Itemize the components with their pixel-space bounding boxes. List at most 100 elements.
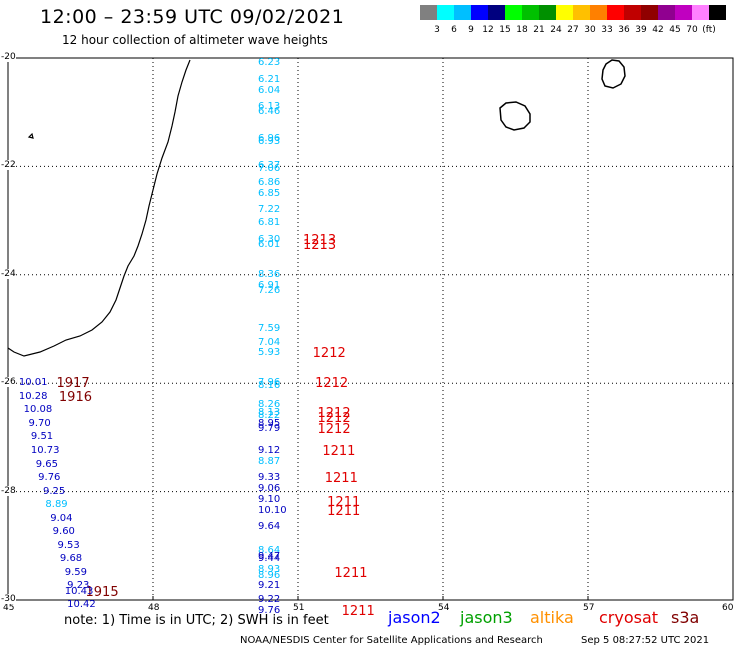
colorscale-swatch [607,5,624,20]
reunion-island-outline [499,101,531,131]
colorscale-swatch [488,5,505,20]
wave-height-value: 9.53 [57,539,80,551]
colorscale-swatch [675,5,692,20]
wave-height-value: 6.81 [258,217,281,229]
wave-height-value: 7.96 [258,377,281,389]
pass-time-label: 1211 [327,503,361,519]
colorscale-label: 24 [550,25,562,35]
colorscale-label: 39 [635,25,647,35]
wave-height-value: 6.37 [258,160,281,172]
pass-time-label: 1916 [58,389,92,405]
colorscale-swatch [556,5,573,20]
x-tick-label: 54 [438,603,450,613]
pass-time-label: 1211 [324,471,358,487]
wave-height-value: 6.96 [258,133,281,145]
colorscale-swatch [624,5,641,20]
colorscale-swatch [454,5,471,20]
pass-time-label: 1917 [56,376,90,392]
wave-height-value: 8.93 [258,564,281,576]
wave-height-value: 10.42 [67,599,96,611]
wave-height-value: 9.06 [258,482,281,494]
wave-height-value: 6.86 [258,176,281,188]
satellite-legend-item: s3a [671,608,700,627]
wave-height-value: 6.23 [258,57,281,69]
wave-height-value: 9.04 [50,512,73,524]
wave-height-value: 9.76 [258,604,281,616]
colorscale-label: 33 [601,25,613,35]
wave-height-value: 10.73 [30,444,60,456]
wave-height-value: 9.44 [258,553,281,565]
wave-height-value: 8.96 [258,569,281,581]
satellite-legend-item: cryosat [599,608,659,627]
wave-height-value: 10.43 [64,585,94,597]
satellite-legend-item: jason2 [388,608,441,627]
wave-height-value: 10.10 [258,504,287,516]
wave-height-value: 6.91 [258,279,281,291]
wave-height-value: 6.46 [258,106,281,118]
wave-height-value: 7.59 [258,323,281,334]
x-tick-label: 57 [583,603,595,613]
wave-height-value: 6.21 [258,73,281,85]
colorscale-label: 3 [434,25,440,35]
wave-height-value: 8.95 [258,417,281,429]
map-axis-ticks [7,57,734,601]
colorscale-swatch [505,5,522,20]
colorscale-swatch [471,5,488,20]
pass-time-label: 1213 [303,237,337,253]
pass-time-label: 1211 [322,443,356,459]
wave-height-value: 8.89 [45,499,68,511]
wave-height-value: 9.60 [52,526,75,538]
wave-height-value: 5.93 [258,347,281,359]
x-tick-label: 45 [3,603,15,613]
colorscale-label: 15 [499,25,511,35]
pass-time-label: 1211 [341,603,375,619]
satellite-legend-item: jason3 [460,608,513,627]
x-tick-label: 60 [722,603,734,613]
colorscale-label: 36 [618,25,630,35]
wave-height-value: 9.65 [35,458,59,470]
wave-height-value: 9.79 [258,423,281,435]
wave-height-value: 9.64 [258,520,281,532]
colorscale-swatch [709,5,726,20]
page-title: 12:00 – 23:59 UTC 09/02/2021 [40,6,345,28]
colorscale-label: 12 [482,25,494,35]
wave-height-value: 6.13 [258,100,281,112]
colorscale-swatch [437,5,454,20]
wave-height-value: 8.16 [258,379,281,391]
islet-outline [27,132,34,139]
wave-height-value: 8.13 [258,407,281,418]
colorscale-swatch [658,5,675,20]
generated-timestamp: Sep 5 08:27:52 UTC 2021 [581,635,710,646]
wave-height-value: 9.21 [258,580,281,592]
wave-height-value: 7.26 [258,285,281,297]
pass-time-label: 1212 [315,376,349,392]
wave-height-value: 6.85 [258,187,281,199]
wave-height-value: 10.28 [18,390,48,402]
pass-time-label: 1212 [317,411,351,427]
wave-height-value: 9.33 [258,472,281,484]
colorscale-swatch [692,5,709,20]
wave-height-value: 6.01 [258,238,281,250]
pass-time-label: 1915 [85,584,119,600]
wave-height-value: 8.26 [258,398,281,410]
wave-height-value: 10.01 [18,377,48,389]
wave-height-value: 9.25 [43,485,66,497]
colorscale-swatch [522,5,539,20]
units-note: note: 1) Time is in UTC; 2) SWH is in fe… [64,613,329,628]
colorscale-label: 30 [584,25,596,35]
colorscale-swatch [573,5,590,20]
colorscale-label: 9 [468,25,474,35]
pass-time-label: 1213 [303,232,337,248]
wave-height-value: 8.87 [258,455,281,467]
colorscale-label: 45 [669,25,681,35]
colorscale-swatch [420,5,437,20]
wave-height-value: 7.04 [258,336,281,348]
wave-height-value: 9.10 [258,493,281,505]
map-frame [7,57,734,601]
map-graticule [8,58,733,600]
pass-time-label: 1212 [317,422,351,438]
wave-height-value: 6.30 [258,233,281,245]
colorscale-label: 21 [533,25,545,35]
wave-height-value: 9.59 [64,566,88,578]
